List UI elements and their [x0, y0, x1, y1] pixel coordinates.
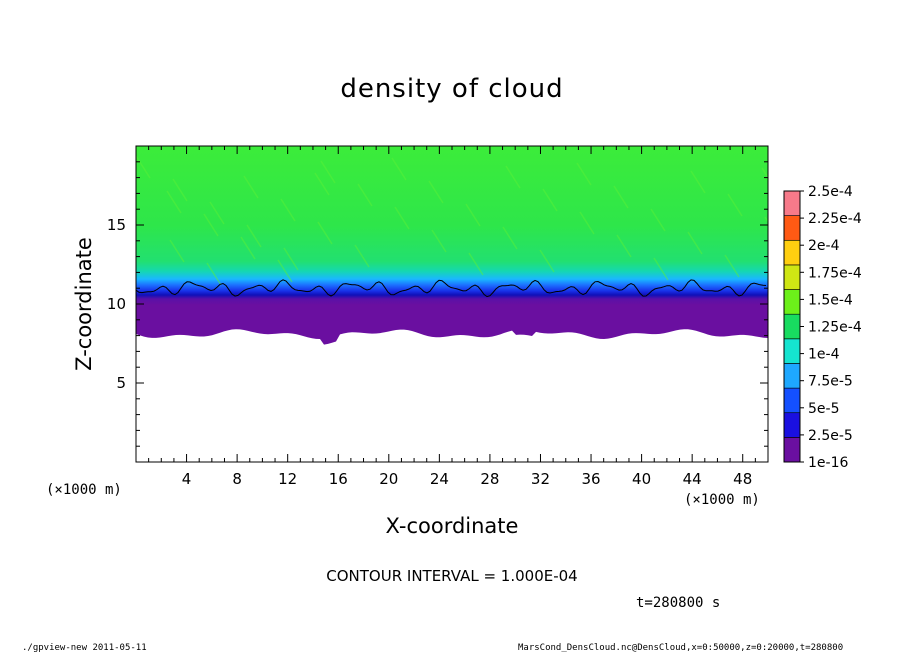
field-texture: [354, 244, 370, 268]
x-tick-label: 8: [232, 470, 242, 488]
colorbar-label: 2.5e-5: [808, 428, 853, 444]
field-texture: [428, 180, 444, 204]
field-texture: [505, 165, 521, 189]
time-label: t=280800 s: [636, 595, 721, 611]
colorbar-label: 1.25e-4: [808, 320, 862, 336]
x-axis-label: X-coordinate: [385, 514, 519, 538]
field-texture: [317, 221, 333, 245]
field-texture: [357, 183, 373, 207]
colorbar-swatch: [783, 190, 801, 216]
y-tick-label: 15: [107, 216, 126, 234]
x-unit-left: (×1000 m): [46, 482, 122, 498]
colorbar-label: 1e-16: [808, 455, 848, 471]
colorbar-swatch: [783, 215, 801, 241]
field-texture: [727, 193, 743, 217]
x-tick-label: 44: [683, 470, 702, 488]
x-unit-right: (×1000 m): [684, 492, 760, 508]
field-texture: [203, 213, 219, 237]
x-tick-label: 40: [632, 470, 651, 488]
y-tick-label: 10: [107, 295, 126, 313]
colorbar-label: 1e-4: [808, 347, 840, 363]
y-tick-label: 5: [116, 374, 126, 392]
footer-left: ./gpview-new 2011-05-11: [22, 643, 147, 653]
field-texture: [206, 262, 222, 286]
field-texture: [539, 249, 555, 273]
field-texture: [579, 211, 595, 235]
colorbar-swatch: [783, 239, 801, 266]
x-tick-label: 12: [278, 470, 297, 488]
field-texture: [690, 170, 706, 194]
x-tick-label: 4: [182, 470, 192, 488]
field-texture: [283, 247, 299, 271]
field-texture: [502, 226, 518, 250]
colorbar-swatch: [783, 338, 801, 364]
colorbar-swatch: [783, 289, 801, 315]
field-texture: [616, 234, 632, 258]
x-tick-label: 28: [480, 470, 499, 488]
field-texture: [653, 257, 669, 281]
footer-right: MarsCond_DensCloud.nc@DensCloud,x=0:5000…: [518, 643, 844, 653]
colorbar-swatch: [783, 412, 801, 438]
field-texture: [468, 252, 484, 276]
field-texture: [320, 160, 336, 184]
chart-title: density of cloud: [340, 74, 564, 104]
field-texture: [761, 167, 768, 179]
contour-line: [136, 279, 767, 298]
field-texture: [724, 254, 740, 278]
colorbar-label: 7.5e-5: [808, 374, 853, 390]
x-tick-label: 16: [329, 470, 348, 488]
field-texture: [243, 175, 259, 199]
field-texture: [277, 259, 293, 283]
field-texture: [391, 157, 407, 181]
colorbar-label: 1.5e-4: [808, 292, 853, 308]
field-texture: [246, 224, 262, 248]
field-texture: [764, 216, 768, 224]
field-texture: [169, 239, 185, 263]
colorbar-swatch: [783, 437, 801, 463]
field-texture: [314, 172, 330, 196]
colorbar-swatch: [783, 363, 801, 389]
colorbar-swatch: [783, 387, 801, 414]
density-field: [136, 146, 768, 345]
colorbar-swatch: [783, 313, 801, 340]
x-tick-label: 48: [733, 470, 752, 488]
colorbar-label: 5e-5: [808, 401, 839, 417]
field-texture: [431, 229, 447, 253]
field-texture: [465, 203, 481, 227]
field-texture: [172, 178, 188, 202]
colorbar-label: 2.5e-4: [808, 184, 853, 200]
field-texture: [542, 188, 558, 212]
x-tick-label: 36: [581, 470, 600, 488]
y-axis-label: Z-coordinate: [72, 237, 96, 371]
field-texture: [166, 190, 182, 214]
colorbar-label: 2.25e-4: [808, 211, 862, 227]
field-texture: [280, 198, 296, 222]
field-texture: [394, 206, 410, 230]
x-tick-label: 20: [379, 470, 398, 488]
field-texture: [209, 201, 225, 225]
field-texture: [650, 208, 666, 232]
colorbar-label: 2e-4: [808, 238, 840, 254]
field-texture: [613, 185, 629, 209]
colorbar-label: 1.75e-4: [808, 265, 862, 281]
colorbar: 1e-16 2.5e-5 5e-5 7.5e-5 1e-4 1.25e-4 1.5e-4 1.…: [783, 184, 862, 471]
field-texture: [576, 162, 592, 186]
x-tick-label: 32: [531, 470, 550, 488]
field-texture: [136, 155, 151, 179]
plot-area: [136, 146, 768, 345]
colorbar-swatch: [783, 264, 801, 290]
x-tick-label: 24: [430, 470, 449, 488]
field-texture: [240, 236, 256, 260]
contour-interval-text: CONTOUR INTERVAL = 1.000E-04: [326, 567, 578, 585]
field-texture: [687, 231, 703, 255]
